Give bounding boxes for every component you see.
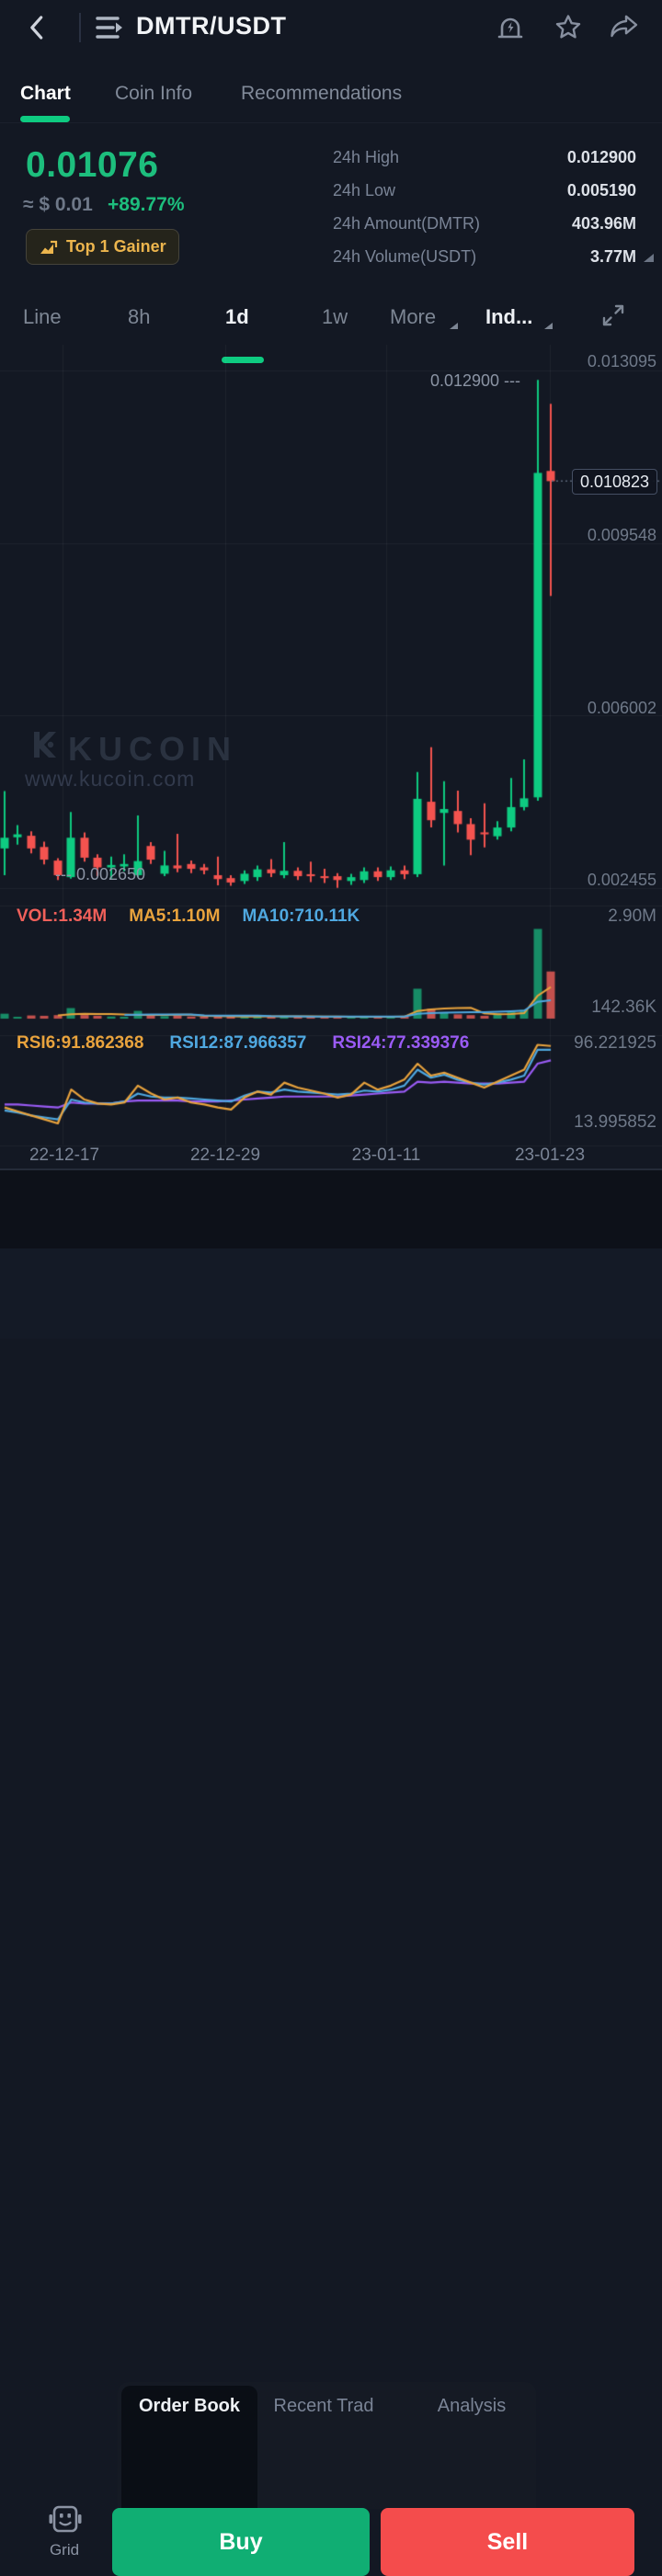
stat-row-low: 24h Low 0.005190 — [333, 181, 636, 203]
vol-value: VOL:1.34M — [17, 906, 108, 926]
top-gainer-badge[interactable]: Top 1 Gainer — [26, 229, 179, 265]
last-price: 0.01076 — [26, 145, 159, 185]
nav-tabs: Chart Coin Info Recommendations — [0, 72, 662, 123]
rsi24-value: RSI24:77.339376 — [332, 1033, 470, 1053]
order-list-icon[interactable] — [94, 15, 127, 40]
control-1d[interactable]: 1d — [225, 305, 249, 328]
header-divider — [79, 13, 81, 42]
chart-bottom-divider — [0, 1168, 662, 1170]
control-indicators[interactable]: Ind... — [485, 305, 533, 328]
grid-bot-icon[interactable] — [46, 2502, 85, 2539]
price-axis-tick: 0.006002 — [587, 699, 656, 717]
header: DMTR/USDT — [0, 0, 662, 55]
x-axis-tick: 22-12-29 — [189, 1146, 261, 1165]
kucoin-logo-icon — [24, 726, 61, 763]
candlestick-chart[interactable] — [0, 345, 662, 1168]
tab-recent-trades[interactable]: Recent Trad — [273, 2396, 374, 2416]
price-axis-tick: 0.009548 — [587, 526, 656, 544]
x-axis-tick: 22-12-17 — [29, 1146, 100, 1165]
x-axis-tick: 23-01-11 — [351, 1146, 421, 1165]
rsi6-value: RSI6:91.862368 — [17, 1033, 144, 1053]
watermark-brand: KUCOIN — [68, 730, 237, 768]
stat-value: 0.012900 — [566, 148, 636, 166]
tab-recommendations[interactable]: Recommendations — [241, 83, 403, 104]
price-axis-tick: 0.013095 — [587, 352, 656, 370]
stat-label: 24h Volume(USDT) — [333, 247, 477, 266]
favorite-star-icon[interactable] — [553, 12, 584, 43]
low-price-marker: --- 0.002650 — [55, 865, 146, 883]
grid-label: Grid — [49, 2541, 80, 2559]
control-8h[interactable]: 8h — [128, 305, 151, 328]
vol-ma10: MA10:710.11K — [242, 906, 360, 926]
volume-axis-min: 142.36K — [591, 997, 656, 1017]
stat-row-amount: 24h Amount(DMTR) 403.96M — [333, 214, 636, 236]
sell-button[interactable]: Sell — [381, 2508, 634, 2576]
price-alert-icon[interactable] — [496, 12, 525, 43]
trend-up-icon — [40, 240, 58, 254]
stat-label: 24h Low — [333, 181, 396, 199]
rsi12-value: RSI12:87.966357 — [169, 1033, 307, 1053]
rsi-legend: RSI6:91.862368 RSI12:87.966357 RSI24:77.… — [17, 1033, 469, 1054]
tab-order-book[interactable]: Order Book — [121, 2386, 257, 2509]
stat-value: 403.96M — [571, 214, 636, 233]
stat-row-high: 24h High 0.012900 — [333, 148, 636, 170]
watermark-url: www.kucoin.com — [25, 767, 196, 791]
vol-ma5: MA5:1.10M — [129, 906, 221, 926]
rsi-axis-min: 13.995852 — [574, 1112, 656, 1132]
x-axis-tick: 23-01-23 — [514, 1146, 586, 1165]
indicators-dropdown-icon — [544, 323, 553, 329]
control-more[interactable]: More — [390, 305, 437, 328]
volume-axis-max: 2.90M — [608, 906, 656, 926]
stat-label: 24h Amount(DMTR) — [333, 214, 481, 233]
footer-bar: Grid Buy Sell — [0, 1248, 662, 2576]
back-button[interactable] — [24, 13, 51, 42]
current-price-label: 0.010823 — [572, 469, 657, 495]
rsi-axis-max: 96.221925 — [574, 1033, 656, 1053]
volume-expand-icon[interactable] — [644, 254, 654, 262]
stat-value: 0.005190 — [566, 181, 636, 199]
page-title: DMTR/USDT — [136, 12, 287, 40]
tab-analysis[interactable]: Analysis — [437, 2396, 507, 2416]
price-change-percent: +89.77% — [108, 194, 185, 215]
share-icon[interactable] — [609, 12, 640, 43]
volume-legend: VOL:1.34M MA5:1.10M MA10:710.11K — [17, 906, 360, 927]
tab-chart[interactable]: Chart — [20, 83, 71, 104]
active-tab-underline — [20, 116, 70, 122]
buy-button[interactable]: Buy — [112, 2508, 370, 2576]
fullscreen-icon[interactable] — [599, 302, 627, 329]
high-price-marker: 0.012900 --- — [429, 371, 520, 390]
control-line[interactable]: Line — [23, 305, 62, 328]
stat-row-volume[interactable]: 24h Volume(USDT) 3.77M — [333, 247, 636, 269]
fiat-price: ≈ $ 0.01 — [23, 194, 93, 215]
tab-label: Order Book — [138, 2396, 241, 2416]
price-axis-tick: 0.002455 — [587, 871, 656, 889]
stat-label: 24h High — [333, 148, 400, 166]
badge-label: Top 1 Gainer — [66, 237, 166, 256]
control-1w[interactable]: 1w — [322, 305, 348, 328]
tab-coin-info[interactable]: Coin Info — [115, 83, 193, 104]
stat-value: 3.77M — [589, 247, 636, 266]
more-dropdown-icon — [450, 323, 458, 329]
